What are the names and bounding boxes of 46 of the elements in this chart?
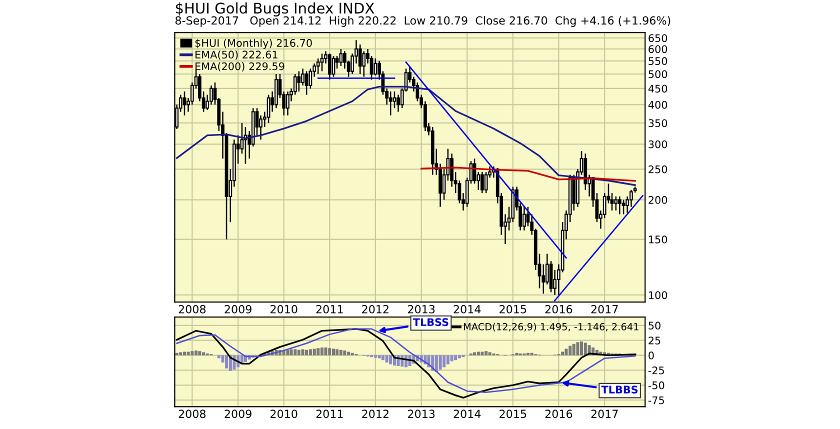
y-tick-label: 600 — [648, 45, 668, 54]
y-tick-label: 50 — [648, 322, 660, 330]
y-tick-label: 550 — [648, 57, 668, 66]
y-tick-label: 300 — [648, 140, 668, 148]
chart-title: $HUI Gold Bugs Index INDX — [176, 2, 374, 16]
x-tick-label: 2008 — [178, 410, 206, 418]
y-tick-label: 150 — [649, 236, 668, 244]
x-tick-label: 2011 — [316, 304, 343, 314]
legend-label: MACD(12,26,9) 1.495, -1.146, 2.641 — [464, 322, 638, 332]
x-tick-label: 2011 — [316, 410, 343, 418]
x-tick-label: 2017 — [591, 410, 618, 418]
x-tick-label: 2016 — [545, 410, 572, 418]
y-tick-label: 25 — [648, 336, 660, 344]
y-tick-label: 400 — [648, 100, 668, 109]
annotation: TLBBS — [601, 386, 638, 394]
x-tick-label: 2010 — [270, 410, 298, 418]
x-tick-label: 2014 — [454, 410, 481, 418]
legend-label: $HUI (Monthly) 216.70 — [195, 38, 312, 49]
x-tick-label: 2013 — [408, 410, 435, 418]
x-tick-label: 2008 — [178, 304, 206, 314]
y-tick-label: 250 — [648, 165, 668, 174]
x-tick-label: 2012 — [362, 410, 388, 418]
x-tick-label: 2015 — [500, 410, 526, 418]
y-tick-label: -50 — [648, 381, 664, 390]
y-tick-label: 350 — [648, 119, 668, 128]
x-tick-label: 2017 — [591, 304, 618, 314]
x-tick-label: 2009 — [224, 304, 252, 314]
y-tick-label: 100 — [649, 291, 668, 300]
legend-label: EMA(50) 222.61 — [196, 50, 278, 60]
x-tick-label: 2010 — [270, 304, 298, 314]
x-tick-label: 2015 — [500, 304, 526, 314]
y-tick-label: 200 — [648, 196, 668, 204]
y-tick-label: 450 — [648, 84, 668, 93]
x-tick-label: 2016 — [545, 304, 572, 314]
x-tick-label: 2014 — [454, 304, 481, 314]
y-tick-label: 650 — [648, 34, 668, 42]
x-tick-label: 2012 — [362, 304, 388, 314]
y-tick-label: 500 — [648, 70, 668, 78]
x-tick-label: 2009 — [224, 410, 252, 418]
chart-subtitle: 8-Sep-2017 Open 214.12 High 220.22 Low 210.79 Close 216.70 Chg +4.16 (+1.96%) — [175, 16, 670, 27]
y-tick-label: -25 — [648, 366, 664, 374]
legend-label: EMA(200) 229.59 — [196, 62, 284, 72]
x-tick-label: 2013 — [408, 304, 435, 314]
y-tick-label: -75 — [648, 396, 664, 404]
annotation: TLBSS — [412, 318, 448, 326]
y-tick-label: 0 — [648, 352, 654, 360]
